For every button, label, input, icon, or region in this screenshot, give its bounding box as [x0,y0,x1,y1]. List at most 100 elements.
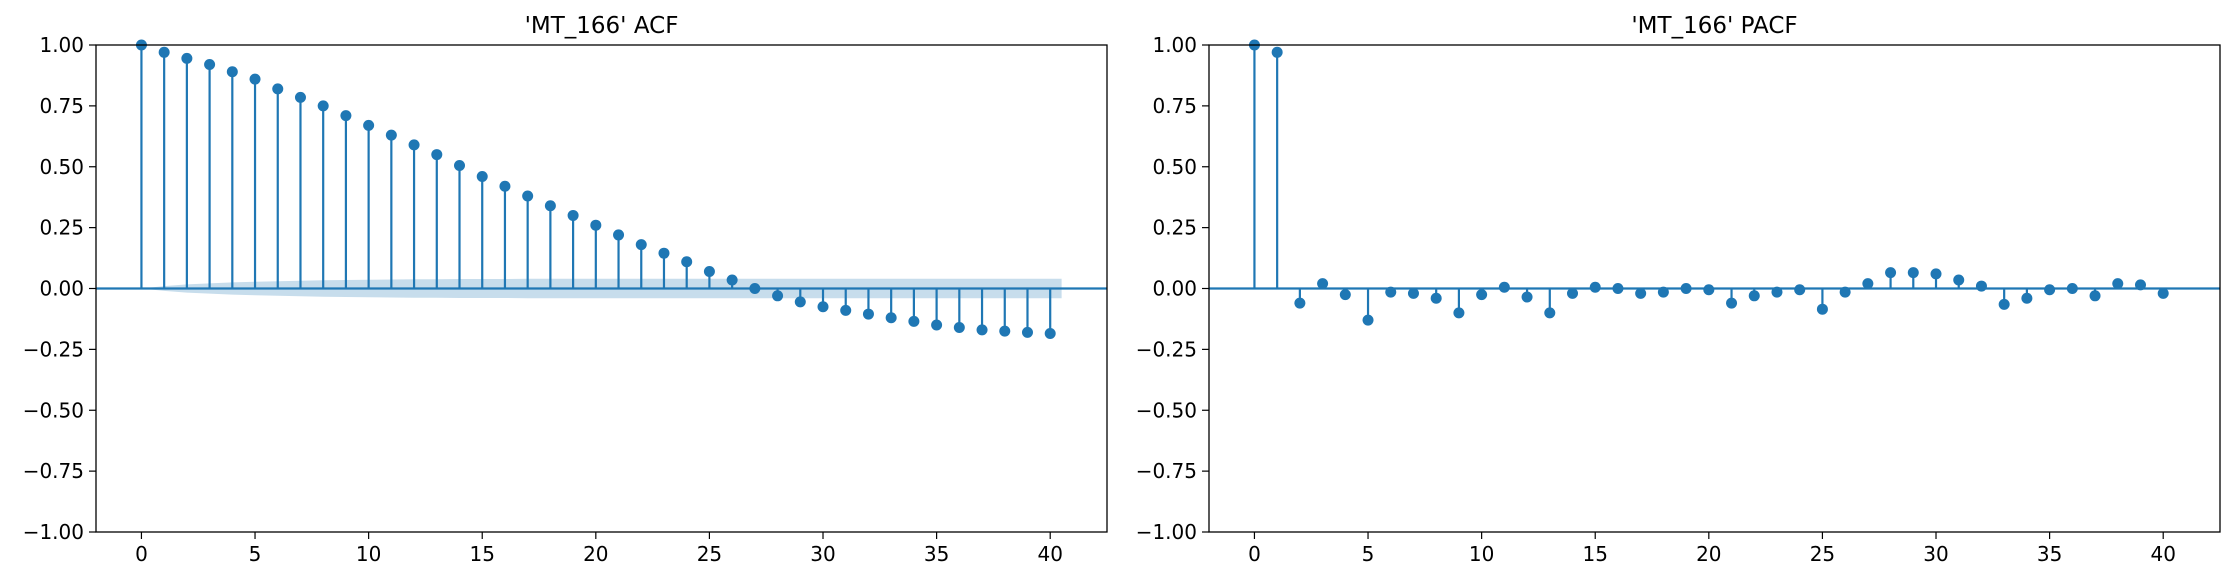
acf-marker-lag-28 [772,290,784,302]
acf-marker-lag-40 [1044,328,1056,340]
pacf-marker-lag-26 [1839,286,1851,298]
pacf-x-tick-label: 5 [1362,542,1375,566]
pacf-marker-lag-3 [1317,278,1329,290]
pacf-stems [1209,39,2220,326]
pacf-marker-lag-18 [1657,286,1669,298]
acf-y-tick-label: −0.25 [23,337,84,361]
pacf-marker-lag-10 [1476,289,1488,301]
acf-marker-lag-6 [272,83,284,95]
pacf-marker-lag-16 [1612,283,1624,294]
pacf-ticks: 0 5 10 15 20 25 30 35 40 −1.00 −0.75 −0.50 −0.25 0.00… [1136,33,2176,566]
acf-stems [96,39,1107,340]
pacf-marker-lag-27 [1862,278,1874,290]
acf-y-tick-label: −0.50 [23,398,84,422]
acf-x-tick-label: 30 [810,542,835,566]
acf-marker-lag-12 [408,139,420,151]
acf-y-tick-label: −1.00 [23,520,84,544]
acf-y-tick-label: −0.75 [23,459,84,483]
pacf-marker-lag-15 [1589,281,1601,293]
pacf-x-tick-label: 25 [1810,542,1835,566]
acf-marker-lag-1 [158,46,170,58]
pacf-marker-lag-39 [2134,279,2146,291]
acf-marker-lag-29 [794,296,806,308]
pacf-marker-lag-38 [2112,278,2124,290]
acf-y-tick-label: 1.00 [39,33,84,57]
acf-x-tick-label: 5 [249,542,262,566]
acf-marker-lag-23 [658,247,670,259]
acf-marker-lag-11 [385,129,397,141]
pacf-marker-lag-37 [2089,290,2101,302]
pacf-y-tick-label: −0.25 [1136,337,1197,361]
acf-panel: 'MT_166' ACF 0 5 10 15 20 25 30 35 40 −1.00 −0.75 −… [23,13,1108,566]
pacf-marker-lag-35 [2044,284,2056,296]
pacf-marker-lag-6 [1385,286,1397,298]
pacf-x-tick-label: 10 [1469,542,1494,566]
pacf-marker-lag-7 [1407,287,1419,299]
pacf-y-tick-label: −0.50 [1136,398,1197,422]
pacf-title: 'MT_166' PACF [1631,13,1797,39]
pacf-y-tick-label: 0.50 [1152,155,1197,179]
acf-marker-lag-8 [317,100,329,112]
acf-marker-lag-4 [226,66,238,78]
pacf-marker-lag-9 [1453,307,1465,319]
pacf-y-tick-label: −1.00 [1136,520,1197,544]
pacf-y-tick-label: 0.25 [1152,216,1197,240]
acf-marker-lag-39 [1021,326,1033,338]
acf-marker-lag-15 [476,170,488,182]
acf-marker-lag-36 [953,321,965,333]
acf-marker-lag-19 [567,209,579,221]
pacf-marker-lag-19 [1680,283,1692,294]
acf-marker-lag-3 [204,58,216,70]
acf-x-tick-label: 25 [697,542,722,566]
pacf-marker-lag-21 [1726,297,1738,309]
acf-marker-lag-31 [840,304,852,316]
pacf-marker-lag-14 [1567,287,1579,299]
acf-title: 'MT_166' ACF [525,13,679,39]
acf-ticks: 0 5 10 15 20 25 30 35 40 −1.00 −0.75 −0.50 −0.25 0.00… [23,33,1063,566]
acf-marker-lag-16 [499,180,511,192]
pacf-marker-lag-24 [1794,284,1806,296]
acf-y-tick-label: 0.00 [39,277,84,301]
pacf-marker-lag-40 [2157,287,2169,299]
pacf-x-tick-label: 35 [2037,542,2062,566]
pacf-marker-lag-25 [1816,303,1828,315]
acf-marker-lag-5 [249,73,261,85]
pacf-marker-lag-4 [1339,289,1351,301]
acf-marker-lag-21 [613,229,625,241]
pacf-marker-lag-5 [1362,314,1374,326]
pacf-marker-lag-2 [1294,297,1306,309]
pacf-plot-frame [1208,44,2221,533]
pacf-x-tick-label: 30 [1923,542,1948,566]
pacf-marker-lag-31 [1953,274,1965,286]
acf-x-tick-label: 10 [356,542,381,566]
acf-marker-lag-37 [976,324,988,336]
pacf-y-tick-label: 0.00 [1152,277,1197,301]
pacf-x-tick-label: 0 [1248,542,1261,566]
acf-plot-frame [95,44,1108,533]
pacf-marker-lag-33 [1998,298,2010,310]
pacf-marker-lag-36 [2066,283,2078,294]
acf-marker-lag-26 [726,274,738,286]
pacf-y-tick-label: 1.00 [1152,33,1197,57]
pacf-marker-lag-29 [1907,267,1919,279]
acf-marker-lag-17 [522,190,534,202]
acf-marker-lag-32 [862,308,874,320]
acf-y-tick-label: 0.75 [39,94,84,118]
acf-marker-lag-13 [431,149,443,161]
acf-marker-lag-38 [999,325,1011,337]
pacf-x-tick-label: 20 [1696,542,1721,566]
acf-marker-lag-7 [294,91,306,103]
acf-x-tick-label: 0 [135,542,148,566]
acf-marker-lag-2 [181,52,193,64]
pacf-marker-lag-1 [1271,46,1283,58]
pacf-marker-lag-12 [1521,291,1533,303]
pacf-marker-lag-23 [1771,286,1783,298]
pacf-y-tick-label: 0.75 [1152,94,1197,118]
acf-marker-lag-33 [885,312,897,324]
acf-marker-lag-34 [908,315,920,327]
pacf-x-tick-label: 15 [1582,542,1607,566]
pacf-marker-lag-22 [1748,290,1760,302]
acf-marker-lag-10 [363,119,375,131]
